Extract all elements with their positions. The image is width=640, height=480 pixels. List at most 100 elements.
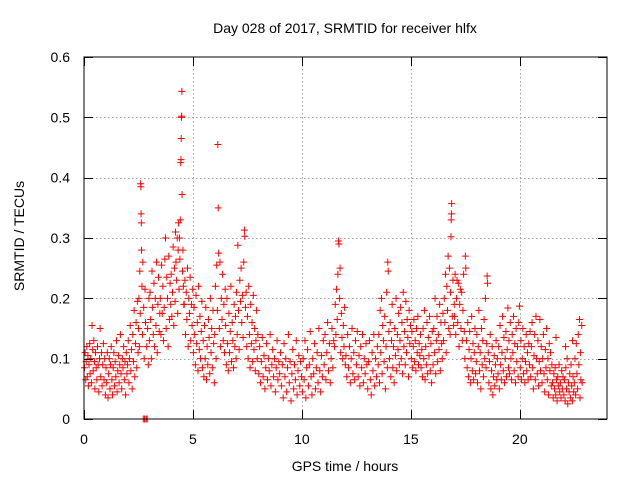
data-point xyxy=(253,306,261,314)
data-point xyxy=(364,385,372,393)
data-point xyxy=(338,334,346,342)
data-point xyxy=(243,312,251,320)
data-point xyxy=(417,364,425,372)
data-point xyxy=(181,276,189,284)
data-point xyxy=(490,352,498,360)
data-point xyxy=(215,249,223,257)
data-point xyxy=(576,315,584,323)
data-point xyxy=(222,321,230,329)
data-point xyxy=(527,373,535,381)
data-point xyxy=(423,318,431,326)
data-point xyxy=(127,367,135,375)
x-tick-label: 15 xyxy=(403,431,419,447)
data-point xyxy=(304,382,312,390)
data-point xyxy=(395,361,403,369)
data-point xyxy=(160,337,168,345)
data-point xyxy=(564,400,572,408)
data-point xyxy=(231,312,239,320)
data-point xyxy=(299,355,307,363)
data-point xyxy=(87,379,95,387)
data-point xyxy=(403,315,411,323)
data-point xyxy=(476,349,484,357)
data-point xyxy=(407,355,415,363)
data-point xyxy=(129,331,137,339)
data-point xyxy=(191,331,199,339)
data-point xyxy=(162,325,170,332)
data-point xyxy=(541,388,549,396)
data-point xyxy=(365,337,373,345)
data-point xyxy=(362,340,370,348)
data-point xyxy=(380,358,388,366)
data-point xyxy=(495,385,503,393)
data-point xyxy=(211,331,219,339)
data-point xyxy=(92,349,100,357)
y-tick-labels: 0 0.1 0.2 0.3 0.4 0.5 0.6 xyxy=(51,49,71,427)
data-point xyxy=(270,373,278,381)
data-point xyxy=(436,300,444,308)
data-point xyxy=(245,282,253,290)
data-point xyxy=(215,325,223,332)
data-point xyxy=(259,373,267,381)
data-point xyxy=(463,364,471,372)
data-point xyxy=(454,279,462,287)
data-point xyxy=(182,288,190,296)
data-point xyxy=(426,367,434,375)
data-point xyxy=(378,370,386,378)
data-point xyxy=(350,349,358,357)
data-point xyxy=(280,340,288,348)
data-point xyxy=(149,331,157,339)
data-point xyxy=(466,379,474,387)
data-point xyxy=(355,352,363,360)
data-point xyxy=(409,343,417,351)
data-point xyxy=(495,343,503,351)
data-point xyxy=(520,343,528,351)
data-point xyxy=(391,325,399,332)
data-point xyxy=(143,343,151,351)
data-point xyxy=(187,337,195,345)
data-point xyxy=(526,328,534,336)
data-point xyxy=(163,273,171,281)
data-point xyxy=(252,337,260,345)
data-point xyxy=(445,325,453,332)
data-point xyxy=(311,340,319,348)
data-point xyxy=(387,337,395,345)
data-point xyxy=(285,379,293,387)
data-point xyxy=(327,355,335,363)
data-point xyxy=(288,370,296,378)
data-point xyxy=(263,376,271,384)
data-point xyxy=(114,352,122,360)
data-point xyxy=(486,331,494,339)
data-point xyxy=(472,370,480,378)
data-point xyxy=(170,264,178,272)
data-point xyxy=(471,325,479,332)
data-point xyxy=(375,379,383,387)
data-point xyxy=(312,364,320,372)
data-point xyxy=(236,276,244,284)
data-point xyxy=(403,349,411,357)
data-point xyxy=(206,370,214,378)
data-point xyxy=(480,315,488,323)
data-point xyxy=(146,288,154,296)
data-point xyxy=(476,367,484,375)
data-point xyxy=(386,318,394,326)
data-point xyxy=(401,361,409,369)
data-point xyxy=(179,246,187,254)
data-point xyxy=(419,325,427,332)
x-tick-labels: 0 5 10 15 20 xyxy=(80,431,528,447)
data-point xyxy=(425,352,433,360)
data-point xyxy=(225,309,233,317)
data-point xyxy=(169,243,177,251)
data-point xyxy=(172,258,180,266)
data-point xyxy=(399,370,407,378)
x-tick-label: 10 xyxy=(294,431,310,447)
data-point xyxy=(249,358,257,366)
data-point xyxy=(519,325,527,332)
x-tick-label: 0 xyxy=(80,431,88,447)
data-point xyxy=(349,370,357,378)
data-point xyxy=(326,379,334,387)
data-point xyxy=(368,349,376,357)
data-point xyxy=(546,367,554,375)
data-point xyxy=(500,334,508,342)
data-point xyxy=(122,391,130,399)
data-point xyxy=(420,355,428,363)
